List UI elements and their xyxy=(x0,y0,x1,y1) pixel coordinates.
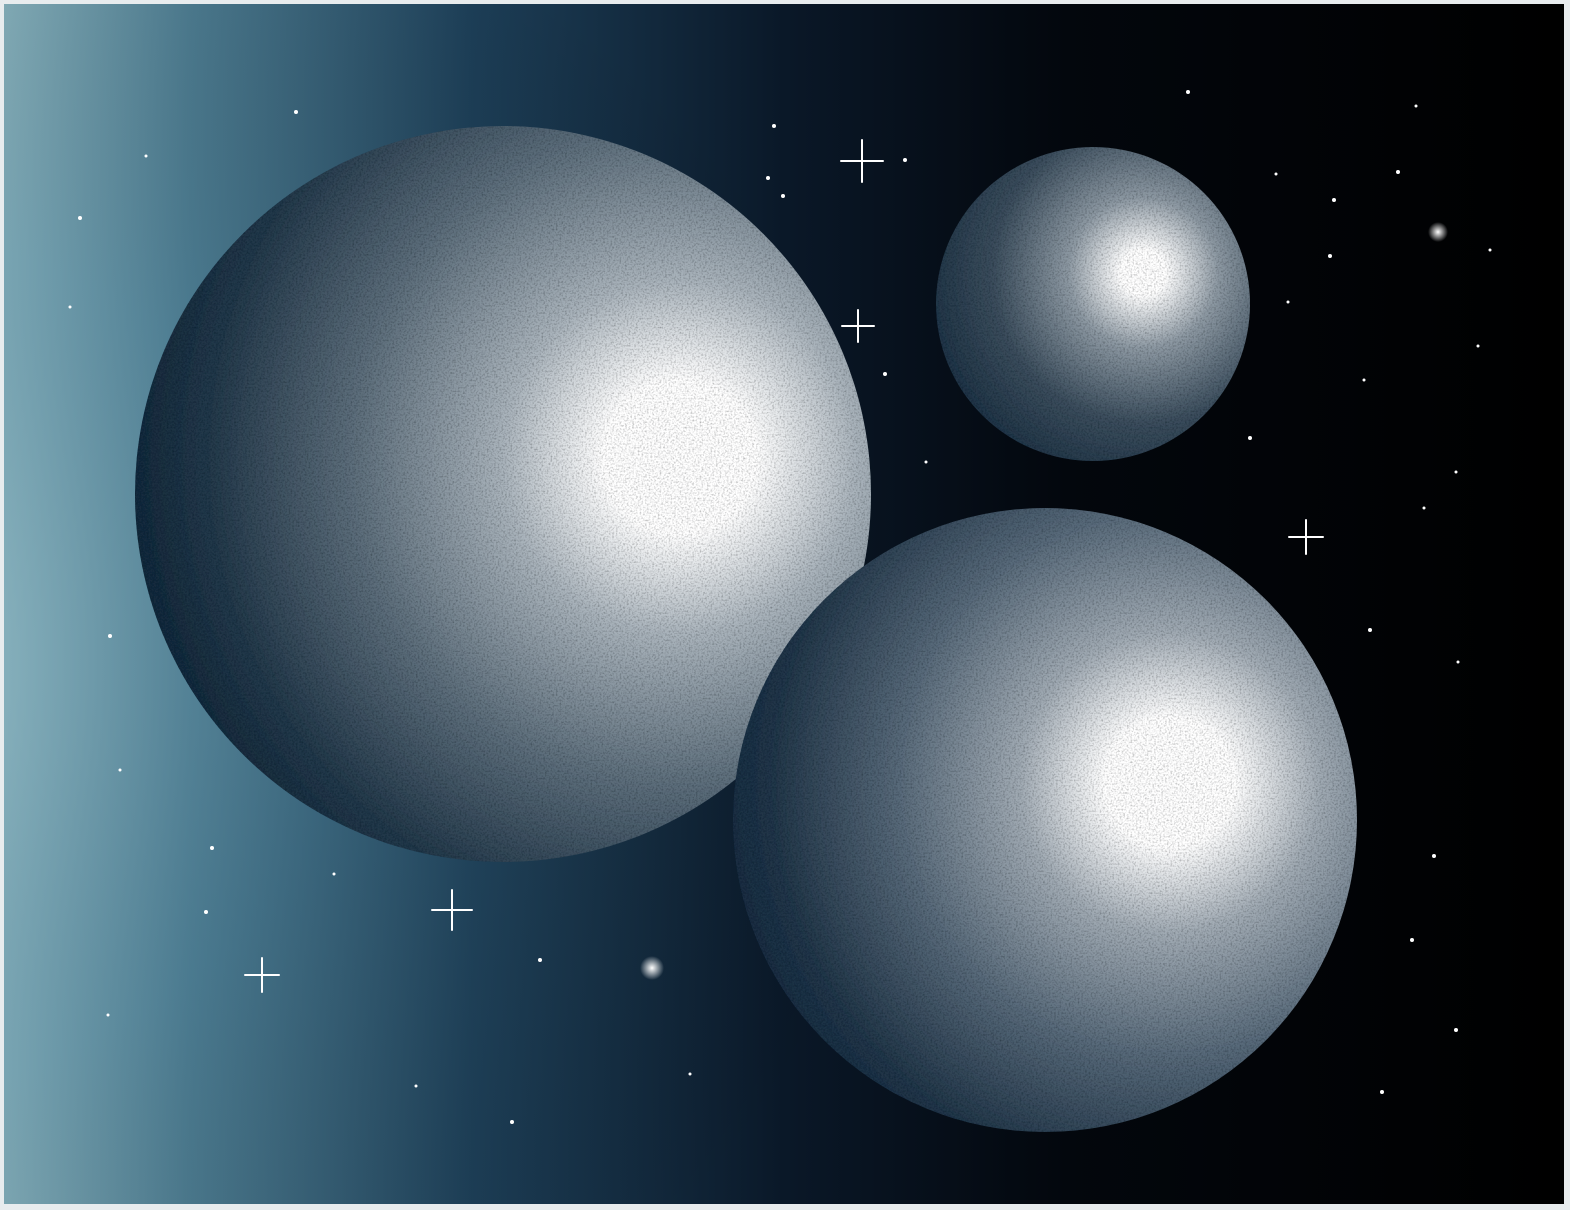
star xyxy=(1362,378,1366,382)
star xyxy=(1380,1090,1384,1094)
star xyxy=(903,158,907,162)
star xyxy=(210,846,214,850)
star xyxy=(78,216,82,220)
star xyxy=(1456,660,1460,664)
glow-star xyxy=(1428,222,1448,242)
sparkle xyxy=(431,889,473,931)
sparkle xyxy=(244,957,280,993)
star xyxy=(108,634,112,638)
star xyxy=(772,124,776,128)
star xyxy=(1432,854,1436,858)
star xyxy=(1368,628,1372,632)
glow-stars xyxy=(640,222,1448,980)
glow-star xyxy=(640,956,664,980)
sparkle xyxy=(840,139,884,183)
star xyxy=(414,1084,418,1088)
star xyxy=(1274,172,1278,176)
sphere-small xyxy=(936,147,1250,461)
star xyxy=(510,1120,514,1124)
star xyxy=(766,176,770,180)
star xyxy=(144,154,148,158)
star xyxy=(1396,170,1400,174)
star xyxy=(1422,506,1426,510)
star xyxy=(538,958,542,962)
sphere xyxy=(936,147,1250,461)
star xyxy=(1286,300,1290,304)
sparkle xyxy=(841,309,875,343)
star xyxy=(1488,248,1492,252)
star xyxy=(1332,198,1336,202)
star xyxy=(1454,1028,1458,1032)
star xyxy=(106,1013,110,1017)
sparkle-stars xyxy=(244,139,1324,993)
star xyxy=(781,194,785,198)
star xyxy=(1248,436,1252,440)
star xyxy=(294,110,298,114)
sphere-lower xyxy=(733,508,1357,1132)
star xyxy=(1328,254,1332,258)
star xyxy=(1476,344,1480,348)
sphere-large xyxy=(135,126,871,862)
star xyxy=(68,305,72,309)
star xyxy=(688,1072,692,1076)
star xyxy=(924,460,928,464)
star xyxy=(1410,938,1414,942)
star xyxy=(204,910,208,914)
star xyxy=(1414,104,1418,108)
star xyxy=(1454,470,1458,474)
star xyxy=(332,872,336,876)
sparkle xyxy=(1288,519,1324,555)
star xyxy=(118,768,122,772)
sphere xyxy=(135,126,871,862)
star xyxy=(883,372,887,376)
stars xyxy=(68,90,1492,1124)
sphere xyxy=(733,508,1357,1132)
star xyxy=(1186,90,1190,94)
